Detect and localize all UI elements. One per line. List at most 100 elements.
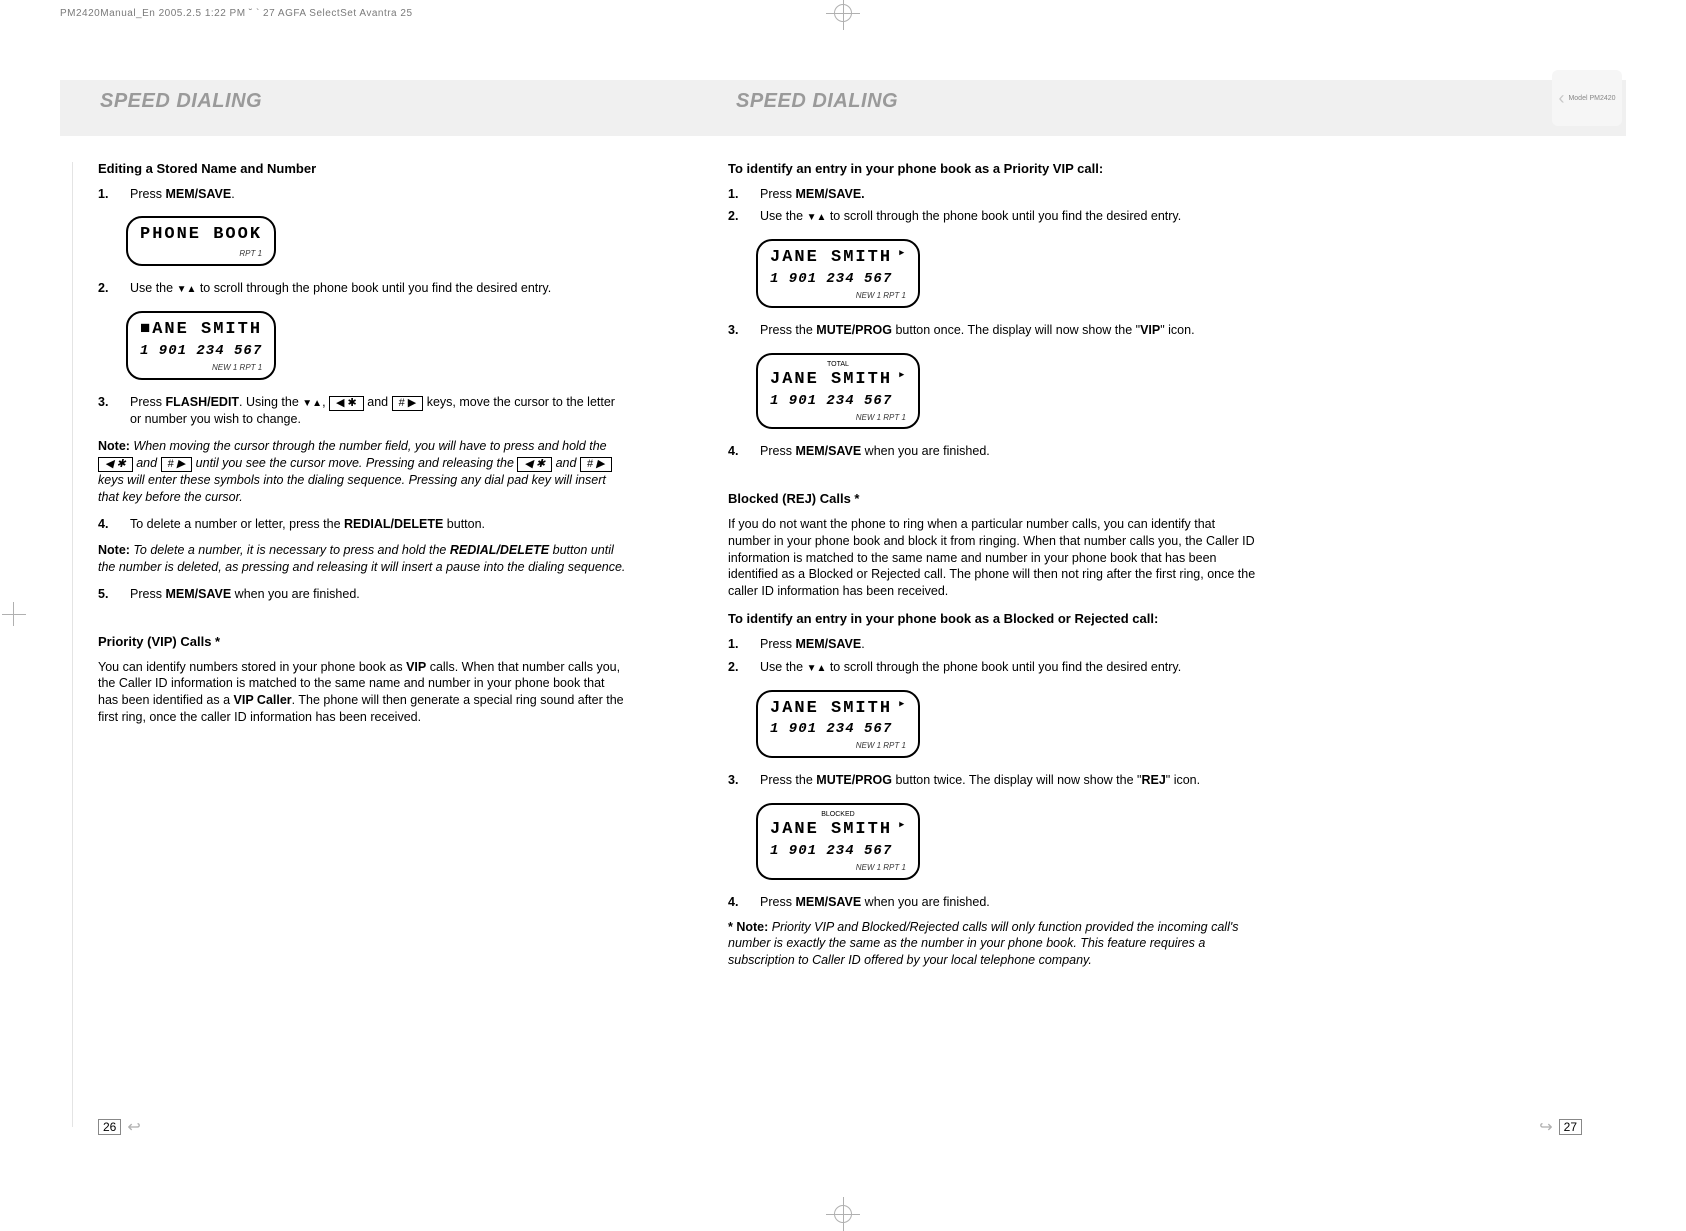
key-label: FLASH/EDIT bbox=[165, 395, 239, 409]
text: Press bbox=[130, 187, 165, 201]
edit-step-1: 1. Press MEM/SAVE. bbox=[98, 186, 628, 203]
text: " icon. bbox=[1166, 773, 1200, 787]
note-delete: Note: To delete a number, it is necessar… bbox=[98, 542, 628, 576]
text: " icon. bbox=[1160, 323, 1194, 337]
vip-step-4: 4. Press MEM/SAVE when you are finished. bbox=[728, 443, 1258, 460]
blocked-paragraph: If you do not want the phone to ring whe… bbox=[728, 516, 1258, 600]
text: Press bbox=[130, 587, 165, 601]
text: keys will enter these symbols into the d… bbox=[98, 473, 606, 504]
key-left-star: ◀ ✱ bbox=[98, 457, 133, 472]
text: button once. The display will now show t… bbox=[892, 323, 1140, 337]
lcd-sub: NEW 1 RPT 1 bbox=[770, 289, 906, 302]
lcd-jane-rej: BLOCKED JANE SMITH ▸ 1 901 234 567 NEW 1… bbox=[756, 803, 920, 880]
updown-icon: ▼▲ bbox=[807, 212, 827, 223]
page-26: Editing a Stored Name and Number 1. Pres… bbox=[98, 148, 628, 1147]
text: and bbox=[364, 395, 392, 409]
step-number: 4. bbox=[728, 894, 742, 911]
lcd-anno-total: TOTAL bbox=[770, 361, 906, 369]
key-left-star: ◀ ✱ bbox=[517, 457, 552, 472]
text: Use the bbox=[760, 660, 807, 674]
text: , bbox=[322, 395, 329, 409]
lcd-line1: ■ANE SMITH bbox=[140, 319, 262, 342]
step-number: 1. bbox=[98, 186, 112, 203]
step-body: Press MEM/SAVE. bbox=[130, 186, 628, 203]
step-number: 3. bbox=[98, 394, 112, 428]
next-arrow-icon: ↪ bbox=[1539, 1117, 1552, 1137]
lcd-line2: 1 901 234 567 bbox=[770, 392, 906, 411]
prev-arrow-icon: ↩ bbox=[127, 1117, 140, 1137]
key-label: MEM/SAVE bbox=[165, 587, 231, 601]
step-number: 2. bbox=[728, 208, 742, 225]
lcd-sub: NEW 1 RPT 1 bbox=[770, 411, 906, 424]
text: Press the bbox=[760, 323, 816, 337]
step-body: To delete a number or letter, press the … bbox=[130, 516, 628, 533]
step-number: 2. bbox=[728, 659, 742, 676]
text: To delete a number or letter, press the bbox=[130, 517, 344, 531]
registration-mark-bottom bbox=[834, 1205, 852, 1223]
updown-icon: ▼▲ bbox=[302, 398, 322, 409]
step-body: Use the ▼▲ to scroll through the phone b… bbox=[760, 208, 1258, 225]
model-label: Model PM2420 bbox=[1568, 95, 1615, 102]
vip-step-1: 1. Press MEM/SAVE. bbox=[728, 186, 1258, 203]
step-number: 4. bbox=[728, 443, 742, 460]
lcd-line1: JANE SMITH ▸ bbox=[770, 819, 906, 842]
text: and bbox=[552, 456, 580, 470]
text: JANE SMITH bbox=[770, 248, 892, 267]
vip-step-3: 3. Press the MUTE/PROG button once. The … bbox=[728, 322, 1258, 339]
text: to scroll through the phone book until y… bbox=[826, 660, 1181, 674]
updown-icon: ▼▲ bbox=[177, 284, 197, 295]
vip-step-2: 2. Use the ▼▲ to scroll through the phon… bbox=[728, 208, 1258, 225]
text: Press bbox=[760, 444, 795, 458]
edit-step-5: 5. Press MEM/SAVE when you are finished. bbox=[98, 586, 628, 603]
step-number: 4. bbox=[98, 516, 112, 533]
text: when you are finished. bbox=[861, 895, 990, 909]
key-label: MUTE/PROG bbox=[816, 323, 892, 337]
text: JANE SMITH bbox=[770, 820, 892, 839]
note-lead: Note: bbox=[98, 439, 130, 453]
key-label: MEM/SAVE bbox=[795, 637, 861, 651]
lcd-anno-blocked: BLOCKED bbox=[770, 811, 906, 819]
step-body: Press MEM/SAVE. bbox=[760, 186, 1258, 203]
heading-vip-steps: To identify an entry in your phone book … bbox=[728, 160, 1258, 178]
page-header-right: SPEED DIALING bbox=[736, 90, 898, 113]
rej-step-1: 1. Press MEM/SAVE. bbox=[728, 636, 1258, 653]
key-label: MEM/SAVE bbox=[795, 895, 861, 909]
step-number: 3. bbox=[728, 322, 742, 339]
edit-step-3: 3. Press FLASH/EDIT. Using the ▼▲, ◀ ✱ a… bbox=[98, 394, 628, 428]
lcd-line2: 1 901 234 567 bbox=[770, 720, 906, 739]
text: . Using the bbox=[239, 395, 302, 409]
key-label: REDIAL/DELETE bbox=[344, 517, 443, 531]
updown-icon: ▼▲ bbox=[807, 663, 827, 674]
key-hash-right: # ▶ bbox=[161, 457, 193, 472]
step-body: Press MEM/SAVE when you are finished. bbox=[760, 443, 1258, 460]
edit-step-2: 2. Use the ▼▲ to scroll through the phon… bbox=[98, 280, 628, 297]
step-number: 3. bbox=[728, 772, 742, 789]
lcd-jane-vip: TOTAL JANE SMITH ▸ 1 901 234 567 NEW 1 R… bbox=[756, 353, 920, 430]
text: JANE SMITH bbox=[770, 370, 892, 389]
text: until you see the cursor move. Pressing … bbox=[192, 456, 517, 470]
lcd-line1: PHONE BOOK bbox=[140, 224, 262, 247]
page-header-left: SPEED DIALING bbox=[100, 90, 262, 113]
text: Use the bbox=[760, 209, 807, 223]
bold-text: VIP bbox=[1140, 323, 1160, 337]
lcd-sub: NEW 1 RPT 1 bbox=[140, 361, 262, 374]
lcd-edit-name: ■ANE SMITH 1 901 234 567 NEW 1 RPT 1 bbox=[126, 311, 276, 380]
heading-blocked: Blocked (REJ) Calls * bbox=[728, 490, 1258, 508]
print-file-header: PM2420Manual_En 2005.2.5 1:22 PM ˘ ` 27 … bbox=[60, 8, 413, 19]
step-number: 5. bbox=[98, 586, 112, 603]
lcd-sub: RPT 1 bbox=[140, 247, 262, 260]
lcd-sub: NEW 1 RPT 1 bbox=[770, 739, 906, 752]
text: . bbox=[231, 187, 234, 201]
text: To delete a number, it is necessary to p… bbox=[130, 543, 450, 557]
text: Press bbox=[760, 895, 795, 909]
bold-text: REJ bbox=[1141, 773, 1165, 787]
vip-paragraph: You can identify numbers stored in your … bbox=[98, 659, 628, 727]
text: button twice. The display will now show … bbox=[892, 773, 1141, 787]
lcd-jane-2: JANE SMITH ▸ 1 901 234 567 NEW 1 RPT 1 bbox=[756, 690, 920, 759]
text: to scroll through the phone book until y… bbox=[826, 209, 1181, 223]
step-body: Press MEM/SAVE when you are finished. bbox=[130, 586, 628, 603]
badge-arrow-icon: ‹ bbox=[1558, 88, 1564, 109]
page-num-box: 26 bbox=[98, 1119, 121, 1135]
lcd-line2: 1 901 234 567 bbox=[140, 342, 262, 361]
step-number: 1. bbox=[728, 636, 742, 653]
